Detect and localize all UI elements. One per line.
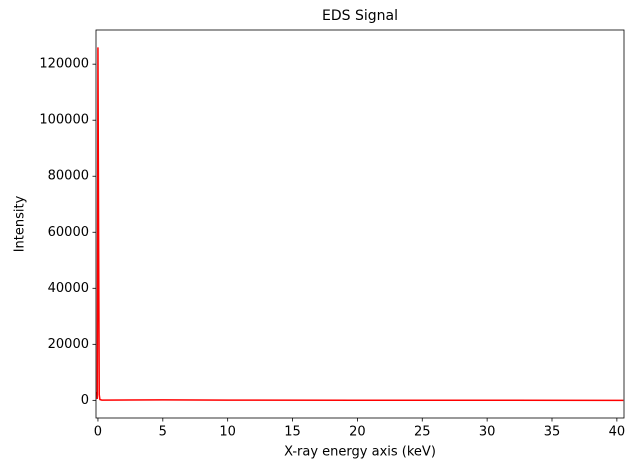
- y-tick-label: 80000: [48, 169, 89, 184]
- x-tick-label: 25: [414, 425, 431, 440]
- y-tick-label: 40000: [48, 281, 89, 296]
- x-tick-label: 10: [219, 425, 236, 440]
- chart-title: EDS Signal: [322, 8, 398, 24]
- x-tick-label: 35: [544, 425, 561, 440]
- y-tick-label: 20000: [48, 337, 89, 352]
- x-tick-label: 15: [284, 425, 301, 440]
- plot-frame: [95, 29, 625, 419]
- x-tick-label: 20: [349, 425, 366, 440]
- y-tick-label: 120000: [39, 57, 89, 72]
- y-tick-label: 60000: [48, 225, 89, 240]
- x-tick-label: 0: [94, 425, 102, 440]
- y-axis-label: Intensity: [13, 195, 28, 252]
- x-tick-label: 5: [159, 425, 167, 440]
- y-tick-label: 0: [81, 393, 89, 408]
- x-tick-label: 30: [479, 425, 496, 440]
- y-tick-label: 100000: [39, 113, 89, 128]
- x-tick-label: 40: [609, 425, 626, 440]
- data-line: [96, 47, 624, 402]
- x-axis-label: X-ray energy axis (keV): [284, 445, 436, 460]
